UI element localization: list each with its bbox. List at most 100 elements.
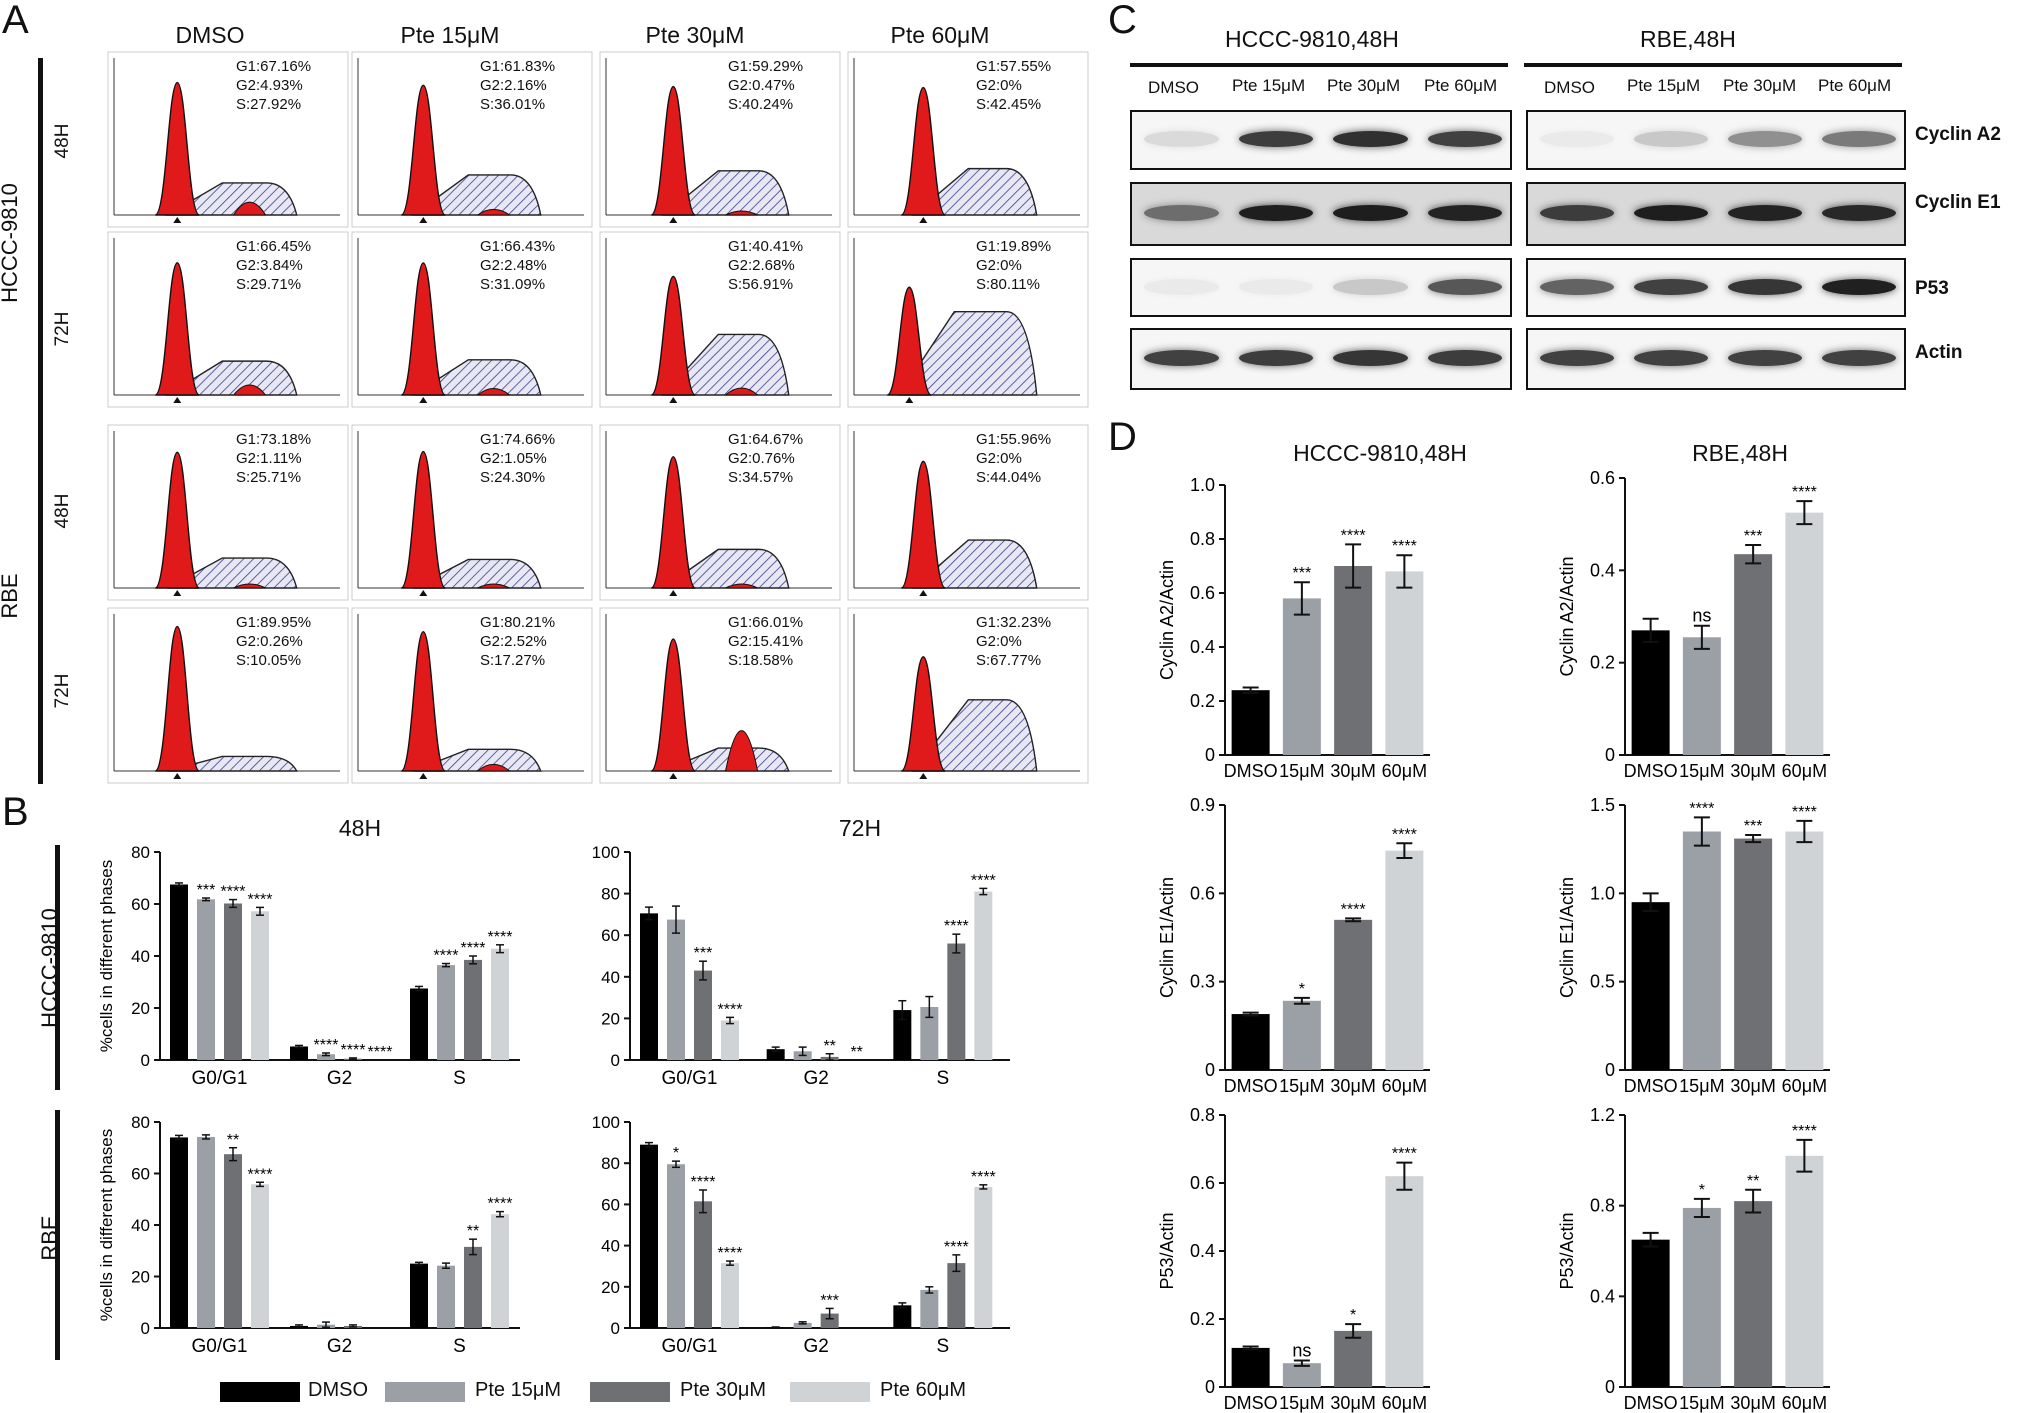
blot-band: [1634, 205, 1708, 221]
histogram-s-phase: [412, 558, 542, 589]
blot-band: [1540, 205, 1614, 221]
y-tick-label: 1.0: [1190, 475, 1215, 495]
bar: [1734, 1201, 1773, 1387]
y-tick-label: 0.4: [1590, 560, 1615, 580]
wb-label-cyclin-a2: Cyclin A2: [1915, 124, 2001, 145]
blot-cyclin-a2: [1526, 110, 1906, 170]
blot-band: [1333, 131, 1408, 147]
y-tick-label: 0: [1205, 745, 1215, 765]
legend-swatch-pte30: [590, 1382, 670, 1402]
x-category-label: DMSO: [1624, 1076, 1678, 1096]
blot-band: [1728, 350, 1802, 366]
y-tick-label: 0.3: [1190, 972, 1215, 992]
histogram-marker: [419, 397, 428, 403]
x-category-label: 60μM: [1782, 1393, 1827, 1413]
significance-label: ****: [691, 1174, 716, 1191]
bar: [793, 1322, 812, 1328]
col-title-pte60: Pte 60μM: [890, 22, 990, 48]
bar: [1282, 598, 1321, 755]
phase-stat-line: S:31.09%: [480, 276, 546, 293]
y-tick-label: 0: [141, 1051, 150, 1070]
y-tick-label: 0: [1605, 1060, 1615, 1080]
significance-label: ****: [1392, 1146, 1417, 1163]
x-category-label: 15μM: [1279, 761, 1324, 781]
bar: [1734, 554, 1773, 755]
y-axis-label: %cells in different phases: [97, 860, 116, 1052]
y-tick-label: 60: [131, 1165, 150, 1184]
histogram-marker: [919, 217, 928, 223]
wb-group-line-rbe: [1524, 63, 1902, 67]
significance-label: ****: [718, 1001, 743, 1018]
bar: [317, 1054, 335, 1060]
significance-label: **: [823, 1038, 835, 1055]
y-tick-label: 100: [592, 843, 620, 862]
significance-label: ****: [488, 1196, 513, 1213]
significance-label: ****: [461, 940, 486, 957]
blot-band: [1728, 278, 1802, 295]
significance-label: ns: [1292, 1340, 1311, 1360]
histogram-g1-peak: [154, 625, 200, 772]
blot-band: [1333, 278, 1408, 295]
bar: [224, 1154, 242, 1328]
blot-band: [1333, 350, 1408, 366]
bar: [1682, 637, 1721, 755]
significance-label: **: [467, 1223, 479, 1240]
y-tick-label: 20: [131, 999, 150, 1018]
significance-label: **: [850, 1044, 862, 1061]
bar: [1334, 566, 1373, 755]
y-tick-label: 40: [131, 947, 150, 966]
blot-band: [1238, 350, 1313, 366]
bar: [667, 1164, 685, 1328]
bar: [1734, 838, 1773, 1070]
phase-stat-line: G2:2.48%: [480, 257, 547, 274]
x-category-label: S: [453, 1336, 466, 1357]
significance-label: ****: [488, 929, 513, 946]
y-tick-label: 40: [131, 1216, 150, 1235]
bar: [640, 913, 658, 1060]
phase-stat-line: G1:89.95%: [236, 614, 312, 631]
significance-label: ****: [1792, 1123, 1817, 1140]
blot-band: [1822, 350, 1896, 366]
significance-label: ns: [1692, 606, 1711, 626]
phase-stats: G1:32.23% G2:0% S:67.77%: [976, 613, 1051, 670]
significance-label: ****: [368, 1044, 393, 1061]
blot-band: [1822, 278, 1896, 295]
phase-stat-line: S:24.30%: [480, 469, 546, 486]
y-tick-label: 40: [601, 968, 620, 987]
bar: [464, 959, 482, 1060]
y-axis-label: Cyclin E1/Actin: [1157, 877, 1177, 998]
bar: [491, 948, 509, 1060]
y-tick-label: 0.4: [1590, 1286, 1615, 1306]
wb-label-actin: Actin: [1915, 342, 1963, 363]
x-category-label: DMSO: [1624, 761, 1678, 781]
y-tick-label: 0.2: [1190, 691, 1215, 711]
bar: [1682, 831, 1721, 1070]
chart-D-RBE-E1: 0 0.5 1.0 1.5 Cyclin E1/Actin DMSO **** 15μM ***…: [1557, 795, 1830, 1096]
significance-label: ****: [1392, 538, 1417, 555]
histogram-cell: [107, 607, 349, 784]
bar: [766, 1049, 785, 1060]
histogram-g1-peak: [154, 81, 200, 216]
x-category-label: 30μM: [1730, 1076, 1775, 1096]
panel-label-d: D: [1108, 415, 1137, 459]
bar: [491, 1214, 509, 1328]
y-tick-label: 0.6: [1190, 1173, 1215, 1193]
significance-label: ****: [221, 884, 246, 901]
histogram-marker: [669, 397, 678, 403]
histogram-g2-peak: [476, 208, 512, 216]
x-category-label: DMSO: [1224, 1393, 1278, 1413]
significance-label: **: [227, 1132, 239, 1149]
blot-cyclin-a2: [1130, 110, 1512, 170]
histogram-marker: [419, 217, 428, 223]
bar: [1282, 1000, 1321, 1070]
bar: [694, 1201, 712, 1328]
phase-stats: G1:66.01% G2:15.41% S:18.58%: [728, 613, 803, 670]
phase-stat-line: G2:0.26%: [236, 633, 303, 650]
histogram-s-phase: [411, 174, 542, 216]
significance-label: ****: [1341, 527, 1366, 544]
y-tick-label: 40: [601, 1237, 620, 1256]
phase-stat-line: G2:4.93%: [236, 77, 303, 94]
y-tick-label: 60: [601, 1195, 620, 1214]
wb-group-line-hccc: [1130, 63, 1508, 67]
phase-stat-line: G1:66.45%: [236, 238, 312, 255]
